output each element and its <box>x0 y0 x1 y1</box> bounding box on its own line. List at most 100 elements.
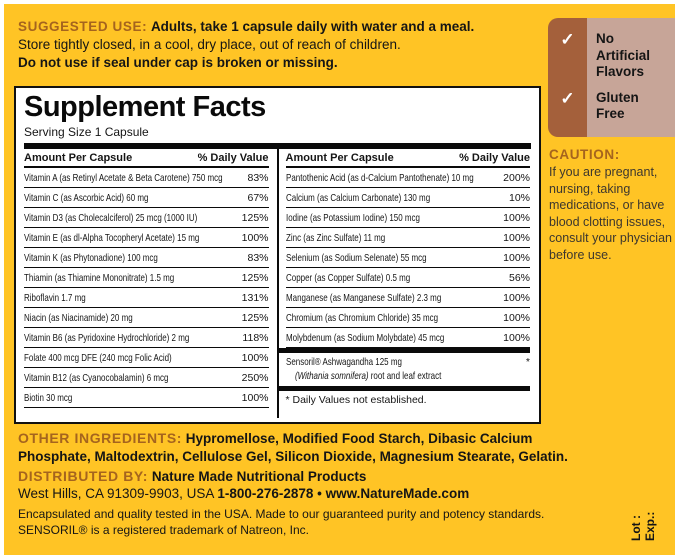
nutrient-daily-value: 10% <box>508 192 530 204</box>
nutrient-name: Folate 400 mcg DFE (240 mcg Folic Acid) <box>24 352 172 364</box>
distributed-by: DISTRIBUTED BY: Nature Made Nutritional … <box>18 468 573 502</box>
nutrient-name: Vitamin A (as Retinyl Acetate & Beta Car… <box>24 172 223 184</box>
badge-claim-label: Gluten Free <box>596 89 639 122</box>
quality-footer: Encapsulated and quality tested in the U… <box>18 507 573 538</box>
other-ingredients-list: Hypromellose, Modified Food Starch, Diba… <box>18 431 568 464</box>
facts-title: Supplement Facts <box>24 91 266 123</box>
bottom-section: OTHER INGREDIENTS: Hypromellose, Modifie… <box>18 430 573 538</box>
nutrient-daily-value: 100% <box>503 252 530 264</box>
badge-check-strip <box>548 18 587 137</box>
nutrient-name: Vitamin E (as dl-Alpha Tocopheryl Acetat… <box>24 232 200 244</box>
fact-row: Biotin 30 mcg 100% <box>24 388 269 408</box>
claims-badge: ✓ No Artificial Flavors ✓ Gluten Free <box>548 18 675 137</box>
fact-row: Niacin (as Niacinamide) 20 mg 125% <box>24 308 269 328</box>
checkmark-icon: ✓ <box>560 88 575 108</box>
sensoril-daily-value: * <box>525 356 530 368</box>
caution-body: If you are pregnant, nursing, taking med… <box>549 165 672 262</box>
nutrient-name: Vitamin B12 (as Cyanocobalamin) 6 mcg <box>24 372 169 384</box>
nutrient-daily-value: 83% <box>247 172 269 184</box>
suggested-use-dose: Adults, take 1 capsule daily with water … <box>150 19 475 34</box>
nutrient-name: Chromium (as Chromium Chloride) 35 mcg <box>285 312 438 324</box>
lot-exp-area: Lot : Exp.: <box>629 485 669 541</box>
nutrient-name: Molybdenum (as Sodium Molybdate) 45 mcg <box>285 332 444 344</box>
nutrient-daily-value: 100% <box>503 332 530 344</box>
distributor-address: West Hills, CA 91309-9903, USA <box>18 486 218 501</box>
nutrient-name: Pantothenic Acid (as d-Calcium Pantothen… <box>285 172 474 184</box>
daily-value-header: % Daily Value <box>459 152 530 164</box>
suggested-use-line1: SUGGESTED USE: Adults, take 1 capsule da… <box>18 18 543 36</box>
fact-row: Vitamin C (as Ascorbic Acid) 60 mg 67% <box>24 188 269 208</box>
nutrient-daily-value: 100% <box>503 292 530 304</box>
nutrient-daily-value: 250% <box>241 372 269 384</box>
botanical-part: root and leaf extract <box>368 370 441 382</box>
suggested-use-section: SUGGESTED USE: Adults, take 1 capsule da… <box>18 18 543 72</box>
nutrient-daily-value: 100% <box>241 232 269 244</box>
fact-row: Manganese (as Manganese Sulfate) 2.3 mg … <box>285 288 530 308</box>
nutrient-daily-value: 125% <box>241 212 269 224</box>
fact-row: Selenium (as Sodium Selenate) 55 mcg 100… <box>285 248 530 268</box>
nutrient-name: Calcium (as Calcium Carbonate) 130 mg <box>285 192 430 204</box>
left-column-header: Amount Per Capsule % Daily Value <box>24 149 269 168</box>
nutrient-daily-value: 100% <box>241 392 269 404</box>
nutrient-daily-value: 118% <box>242 332 269 344</box>
botanical-name: (Withania somnifera) <box>294 370 369 382</box>
fact-row: Chromium (as Chromium Chloride) 35 mcg 1… <box>285 308 530 328</box>
badge-rows: ✓ No Artificial Flavors ✓ Gluten Free <box>548 18 675 137</box>
fact-row: Vitamin B6 (as Pyridoxine Hydrochloride)… <box>24 328 269 348</box>
badge-label-panel <box>587 18 675 137</box>
nutrient-daily-value: 83% <box>247 252 269 264</box>
fact-row: Zinc (as Zinc Sulfate) 11 mg 100% <box>285 228 530 248</box>
exp-label: Exp.: <box>643 511 657 541</box>
badge-row: ✓ Gluten Free <box>548 90 675 123</box>
distributor-contact: 1-800-276-2878 • www.NatureMade.com <box>217 486 470 501</box>
nutrient-name: Vitamin K (as Phytonadione) 100 mcg <box>24 252 158 264</box>
daily-value-footnote: * Daily Values not established. <box>285 394 427 406</box>
checkmark-icon: ✓ <box>560 30 575 49</box>
nutrient-daily-value: 100% <box>503 312 530 324</box>
sensoril-name: Sensoril® Ashwagandha 125 mg <box>285 356 402 368</box>
fact-row: Iodine (as Potassium Iodine) 150 mcg 100… <box>285 208 530 228</box>
fact-row: Vitamin B12 (as Cyanocobalamin) 6 mcg 25… <box>24 368 269 388</box>
fact-row: Vitamin A (as Retinyl Acetate & Beta Car… <box>24 168 269 188</box>
right-column-header: Amount Per Capsule % Daily Value <box>285 149 530 168</box>
fact-row: Vitamin D3 (as Cholecalciferol) 25 mcg (… <box>24 208 269 228</box>
nutrient-name: Riboflavin 1.7 mg <box>24 292 86 304</box>
amount-header: Amount Per Capsule <box>285 152 394 164</box>
nutrient-daily-value: 125% <box>241 312 269 324</box>
fact-row: Calcium (as Calcium Carbonate) 130 mg 10… <box>285 188 530 208</box>
nutrient-daily-value: 100% <box>503 232 530 244</box>
nutrient-daily-value: 200% <box>503 172 530 184</box>
fact-row: Vitamin K (as Phytonadione) 100 mcg 83% <box>24 248 269 268</box>
supplement-label: SUGGESTED USE: Adults, take 1 capsule da… <box>4 4 675 555</box>
distributed-by-heading: DISTRIBUTED BY: <box>18 468 149 484</box>
caution-section: CAUTION: If you are pregnant, nursing, t… <box>549 147 675 263</box>
nutrient-name: Vitamin D3 (as Cholecalciferol) 25 mcg (… <box>24 212 198 224</box>
supplement-facts-panel: Supplement Facts Serving Size 1 Capsule … <box>14 86 541 424</box>
nutrient-daily-value: 131% <box>241 292 269 304</box>
distributor-name: Nature Made Nutritional Products <box>151 469 367 484</box>
other-ingredients-heading: OTHER INGREDIENTS: <box>18 430 183 446</box>
daily-value-header: % Daily Value <box>197 152 269 164</box>
lot-label: Lot : <box>629 515 643 541</box>
nutrient-name: Niacin (as Niacinamide) 20 mg <box>24 312 133 324</box>
fact-row: Folate 400 mcg DFE (240 mcg Folic Acid) … <box>24 348 269 368</box>
nutrient-daily-value: 100% <box>241 352 269 364</box>
sensoril-source: (Withania somnifera) root and leaf extra… <box>295 369 441 383</box>
right-rows: Pantothenic Acid (as d-Calcium Pantothen… <box>285 168 530 348</box>
nutrient-name: Selenium (as Sodium Selenate) 55 mcg <box>285 252 427 264</box>
nutrient-name: Biotin 30 mcg <box>24 392 73 404</box>
nutrient-name: Zinc (as Zinc Sulfate) 11 mg <box>285 232 385 244</box>
nutrient-name: Iodine (as Potassium Iodine) 150 mcg <box>285 212 420 224</box>
nutrient-daily-value: 100% <box>503 212 530 224</box>
sensoril-entry: Sensoril® Ashwagandha 125 mg * (Withania… <box>286 353 531 386</box>
divider-thick <box>24 143 531 149</box>
fact-row: Pantothenic Acid (as d-Calcium Pantothen… <box>285 168 530 188</box>
divider-thick <box>278 348 530 353</box>
fact-row: Vitamin E (as dl-Alpha Tocopheryl Acetat… <box>24 228 269 248</box>
caution-heading: CAUTION: <box>549 147 620 162</box>
fact-row: Thiamin (as Thiamine Mononitrate) 1.5 mg… <box>24 268 269 288</box>
nutrient-name: Thiamin (as Thiamine Mononitrate) 1.5 mg <box>24 272 175 284</box>
suggested-use-heading: SUGGESTED USE: <box>18 19 148 34</box>
nutrient-name: Vitamin B6 (as Pyridoxine Hydrochloride)… <box>24 332 190 344</box>
quality-statement: Encapsulated and quality tested in the U… <box>18 507 545 521</box>
